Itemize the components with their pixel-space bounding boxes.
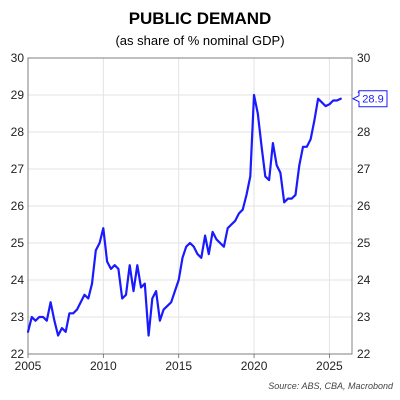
y-tick-label-right: 24 xyxy=(357,273,371,287)
y-tick-label-left: 27 xyxy=(11,162,25,176)
y-tick-label-left: 23 xyxy=(11,310,25,324)
y-tick-label-right: 27 xyxy=(357,162,371,176)
y-tick-label-right: 25 xyxy=(357,236,371,250)
y-tick-label-left: 28 xyxy=(11,125,25,139)
y-tick-label-left: 26 xyxy=(11,199,25,213)
x-tick-label: 2010 xyxy=(90,359,117,373)
y-tick-label-right: 26 xyxy=(357,199,371,213)
series-line xyxy=(26,93,342,337)
y-tick-label-left: 24 xyxy=(11,273,25,287)
x-tick-label: 2025 xyxy=(316,359,343,373)
x-tick-label: 2005 xyxy=(15,359,42,373)
last-value-label: 28.9 xyxy=(362,94,383,106)
chart-subtitle: (as share of % nominal GDP) xyxy=(115,33,284,48)
y-tick-label-left: 25 xyxy=(11,236,25,250)
y-tick-label-left: 22 xyxy=(11,347,25,361)
chart-title: PUBLIC DEMAND xyxy=(129,9,272,28)
x-tick-label: 2020 xyxy=(241,359,268,373)
x-tick-label: 2015 xyxy=(165,359,192,373)
series-layer xyxy=(26,93,342,337)
y-tick-label-right: 30 xyxy=(357,51,371,65)
tick-labels: 2222232324242525262627272828292930302005… xyxy=(11,51,371,373)
source-note: Source: ABS, CBA, Macrobond xyxy=(268,381,394,391)
plot-frame xyxy=(27,57,353,355)
y-tick-label-right: 22 xyxy=(357,347,371,361)
gridlines xyxy=(27,57,352,355)
y-tick-label-right: 23 xyxy=(357,310,371,324)
y-tick-label-right: 28 xyxy=(357,125,371,139)
y-tick-label-left: 30 xyxy=(11,51,25,65)
y-tick-label-left: 29 xyxy=(11,88,25,102)
callout-box xyxy=(351,90,388,108)
last-value-callout: 28.9 xyxy=(351,90,388,108)
